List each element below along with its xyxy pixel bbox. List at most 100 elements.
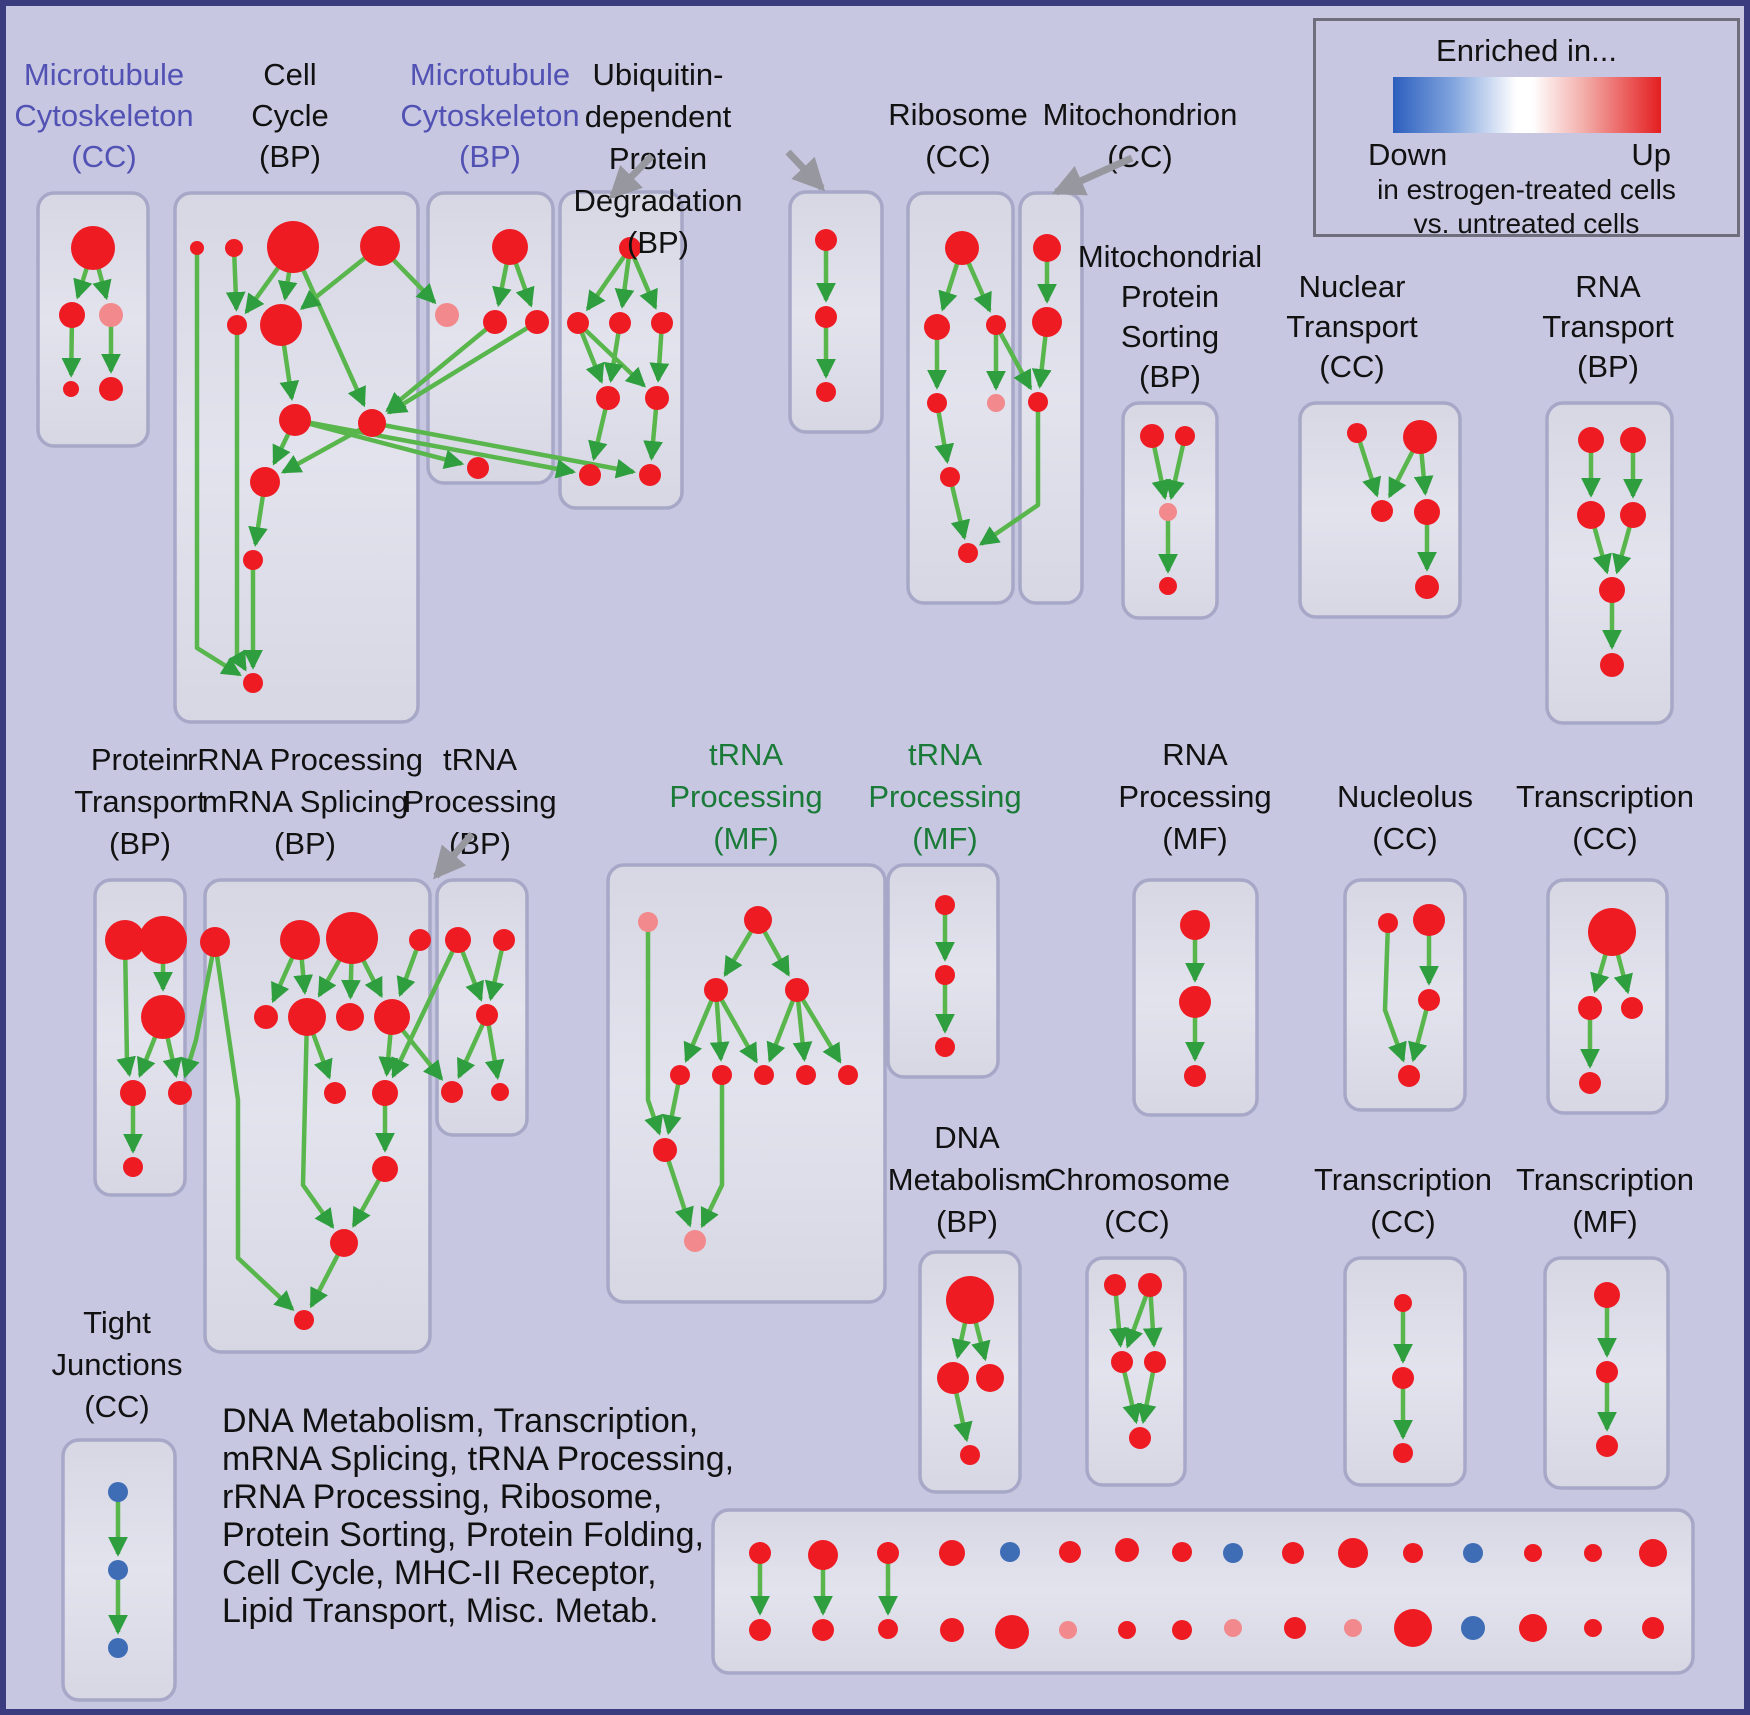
graph-node-trna-processing-bp-3 [441, 1081, 463, 1103]
graph-node-rrna-processing-mrna-splicing-bp-4 [254, 1005, 278, 1029]
graph-node-protein-degradation-chain-2 [816, 382, 836, 402]
cluster-label-rna-processing-mf-line-2: (MF) [1162, 821, 1227, 856]
graph-node-trna-processing-mf-large-0 [638, 912, 658, 932]
graph-node-misc-cluster-15 [1172, 1620, 1192, 1640]
edge-nuclear-transport-cc-0 [1354, 432, 1382, 498]
graph-node-protein-transport-bp-1 [139, 916, 187, 964]
legend-subtitle-line1: in estrogen-treated cells [1377, 174, 1676, 205]
annotation-arrows [433, 149, 1134, 880]
graph-node-cell-cycle-bp-0 [190, 241, 204, 255]
cluster-label-mitochondrion-cc-line-1: (CC) [1107, 139, 1172, 174]
cluster-label-transcription-mf-line-1: (MF) [1572, 1204, 1637, 1239]
cluster-label-mitochondrial-protein-sorting-bp-line-1: Protein [1121, 279, 1219, 314]
edge-ribosome-cc-5 [947, 476, 971, 541]
graph-node-trna-processing-mf-large-10 [684, 1230, 706, 1252]
cluster-box-microtubule-cytoskeleton-bp [426, 191, 555, 485]
graph-node-rrna-processing-mrna-splicing-bp-0 [200, 927, 230, 957]
graph-node-ubiquitin-protein-degradation-bp-3 [651, 312, 673, 334]
cross-edge-6-ribosome-cc-to-mitochondrion-cc [994, 323, 1033, 391]
graph-node-transcription-cc-mid-3 [1579, 1072, 1601, 1094]
graph-node-rrna-processing-mrna-splicing-bp-11 [330, 1229, 358, 1257]
cluster-label-transcription-cc-bottom-line-0: Transcription [1314, 1162, 1492, 1197]
graph-node-trna-processing-bp-0 [445, 927, 471, 953]
graph-node-rna-transport-bp-3 [1620, 502, 1646, 528]
gray-arrow-trna-bp-to-box [433, 831, 475, 880]
graph-node-trna-processing-mf-large-2 [704, 978, 728, 1002]
cluster-label-protein-transport-bp-line-0: Protein [91, 742, 189, 777]
graph-node-misc-cluster-30 [1639, 1539, 1667, 1567]
cluster-label-cell-cycle-bp-line-0: Cell [263, 57, 316, 92]
cross-edge-10-trna-processing-bp-to-rrna-processing-mrna-splicing-bp [391, 939, 461, 1079]
graph-node-ubiquitin-protein-degradation-bp-1 [567, 312, 589, 334]
graph-node-cell-cycle-bp-6 [279, 404, 311, 436]
graph-node-nuclear-transport-cc-4 [1415, 575, 1439, 599]
graph-node-trna-processing-mf-small-2 [935, 1037, 955, 1057]
graph-nodes [59, 221, 1667, 1658]
graph-node-microtubule-cytoskeleton-cc-1 [59, 302, 85, 328]
graph-node-transcription-cc-bottom-0 [1394, 1294, 1412, 1312]
edge-cell-cycle-bp-1 [225, 247, 246, 312]
misc-categories-text: DNA Metabolism, Transcription,mRNA Splic… [222, 1402, 734, 1630]
graph-node-microtubule-cytoskeleton-bp-4 [467, 457, 489, 479]
edge-protein-transport-bp-0 [116, 939, 136, 1078]
edge-trna-processing-mf-large-10 [662, 1149, 694, 1228]
graph-node-misc-cluster-2 [808, 1540, 838, 1570]
cluster-label-nucleolus-cc-line-1: (CC) [1372, 821, 1437, 856]
cluster-label-nuclear-transport-cc-line-0: Nuclear [1299, 269, 1406, 304]
graph-node-misc-cluster-28 [1584, 1544, 1602, 1562]
cluster-label-tight-junctions-cc-line-0: Tight [83, 1305, 151, 1340]
misc-text-line-1: mRNA Splicing, tRNA Processing, [222, 1440, 734, 1478]
graph-node-misc-cluster-27 [1519, 1614, 1547, 1642]
graph-node-misc-cluster-0 [749, 1542, 771, 1564]
graph-node-cell-cycle-bp-10 [243, 673, 263, 693]
graph-node-misc-cluster-1 [749, 1619, 771, 1641]
graph-node-chromosome-cc-4 [1129, 1427, 1151, 1449]
graph-node-chromosome-cc-1 [1138, 1273, 1162, 1297]
cluster-label-transcription-cc-mid-line-0: Transcription [1516, 779, 1694, 814]
graph-node-rna-transport-bp-2 [1577, 501, 1605, 529]
cluster-label-trna-processing-mf-large-line-0: tRNA [709, 737, 783, 772]
cluster-label-microtubule-cytoskeleton-bp-line-2: (BP) [459, 139, 521, 174]
graph-node-dna-metabolism-bp-2 [976, 1364, 1004, 1392]
graph-node-cell-cycle-bp-5 [260, 304, 302, 346]
graph-node-ribosome-cc-4 [987, 394, 1005, 412]
graph-node-misc-cluster-13 [1118, 1621, 1136, 1639]
graph-node-misc-cluster-19 [1284, 1617, 1306, 1639]
graph-node-rrna-processing-mrna-splicing-bp-7 [374, 999, 410, 1035]
edge-rrna-processing-mrna-splicing-bp-10 [300, 1016, 335, 1229]
misc-text-line-0: DNA Metabolism, Transcription, [222, 1402, 698, 1440]
graph-node-protein-transport-bp-0 [105, 920, 145, 960]
cluster-label-trna-processing-bp-line-0: tRNA [443, 742, 517, 777]
cluster-box-nucleolus-cc [1343, 878, 1467, 1112]
edge-cell-cycle-bp-6 [228, 325, 248, 672]
misc-text-line-5: Lipid Transport, Misc. Metab. [222, 1592, 659, 1630]
misc-text-line-2: rRNA Processing, Ribosome, [222, 1478, 662, 1516]
edge-ubiquitin-protein-degradation-bp-4 [576, 321, 646, 388]
graph-node-rna-processing-mf-0 [1180, 910, 1210, 940]
graph-node-misc-cluster-4 [877, 1542, 899, 1564]
graph-node-cell-cycle-bp-1 [225, 239, 243, 257]
graph-node-misc-cluster-7 [940, 1618, 964, 1642]
graph-node-microtubule-cytoskeleton-bp-3 [525, 310, 549, 334]
graph-node-trna-processing-bp-1 [493, 929, 515, 951]
cluster-label-microtubule-cytoskeleton-bp-line-1: Cytoskeleton [400, 98, 579, 133]
cross-edge-8-rrna-processing-mrna-splicing-bp-to-protein-transport-bp [180, 941, 218, 1079]
graph-node-transcription-cc-mid-2 [1621, 997, 1643, 1019]
graph-node-dna-metabolism-bp-1 [937, 1362, 969, 1394]
cluster-label-mitochondrion-cc-line-0: Mitochondrion [1043, 97, 1238, 132]
cluster-label-protein-transport-bp-line-1: Transport [74, 784, 206, 819]
gray-arrow-ubiquitin-to-chain-box [785, 149, 826, 192]
cluster-label-dna-metabolism-bp-line-2: (BP) [936, 1204, 998, 1239]
graph-node-trna-processing-mf-large-3 [785, 978, 809, 1002]
graph-node-transcription-mf-0 [1594, 1282, 1620, 1308]
graph-node-dna-metabolism-bp-0 [946, 1276, 994, 1324]
graph-node-chromosome-cc-3 [1144, 1351, 1166, 1373]
legend-box: Enriched in... Down Up in estrogen-treat… [1313, 18, 1740, 239]
edge-mitochondrial-protein-sorting-bp-1 [1165, 435, 1188, 501]
cluster-box-transcription-cc-mid [1546, 878, 1669, 1115]
graph-node-transcription-mf-2 [1596, 1435, 1618, 1457]
cluster-label-nuclear-transport-cc-line-1: Transport [1286, 309, 1418, 344]
graph-node-misc-cluster-31 [1642, 1617, 1664, 1639]
graph-node-cell-cycle-bp-9 [243, 550, 263, 570]
graph-node-nucleolus-cc-0 [1378, 913, 1398, 933]
